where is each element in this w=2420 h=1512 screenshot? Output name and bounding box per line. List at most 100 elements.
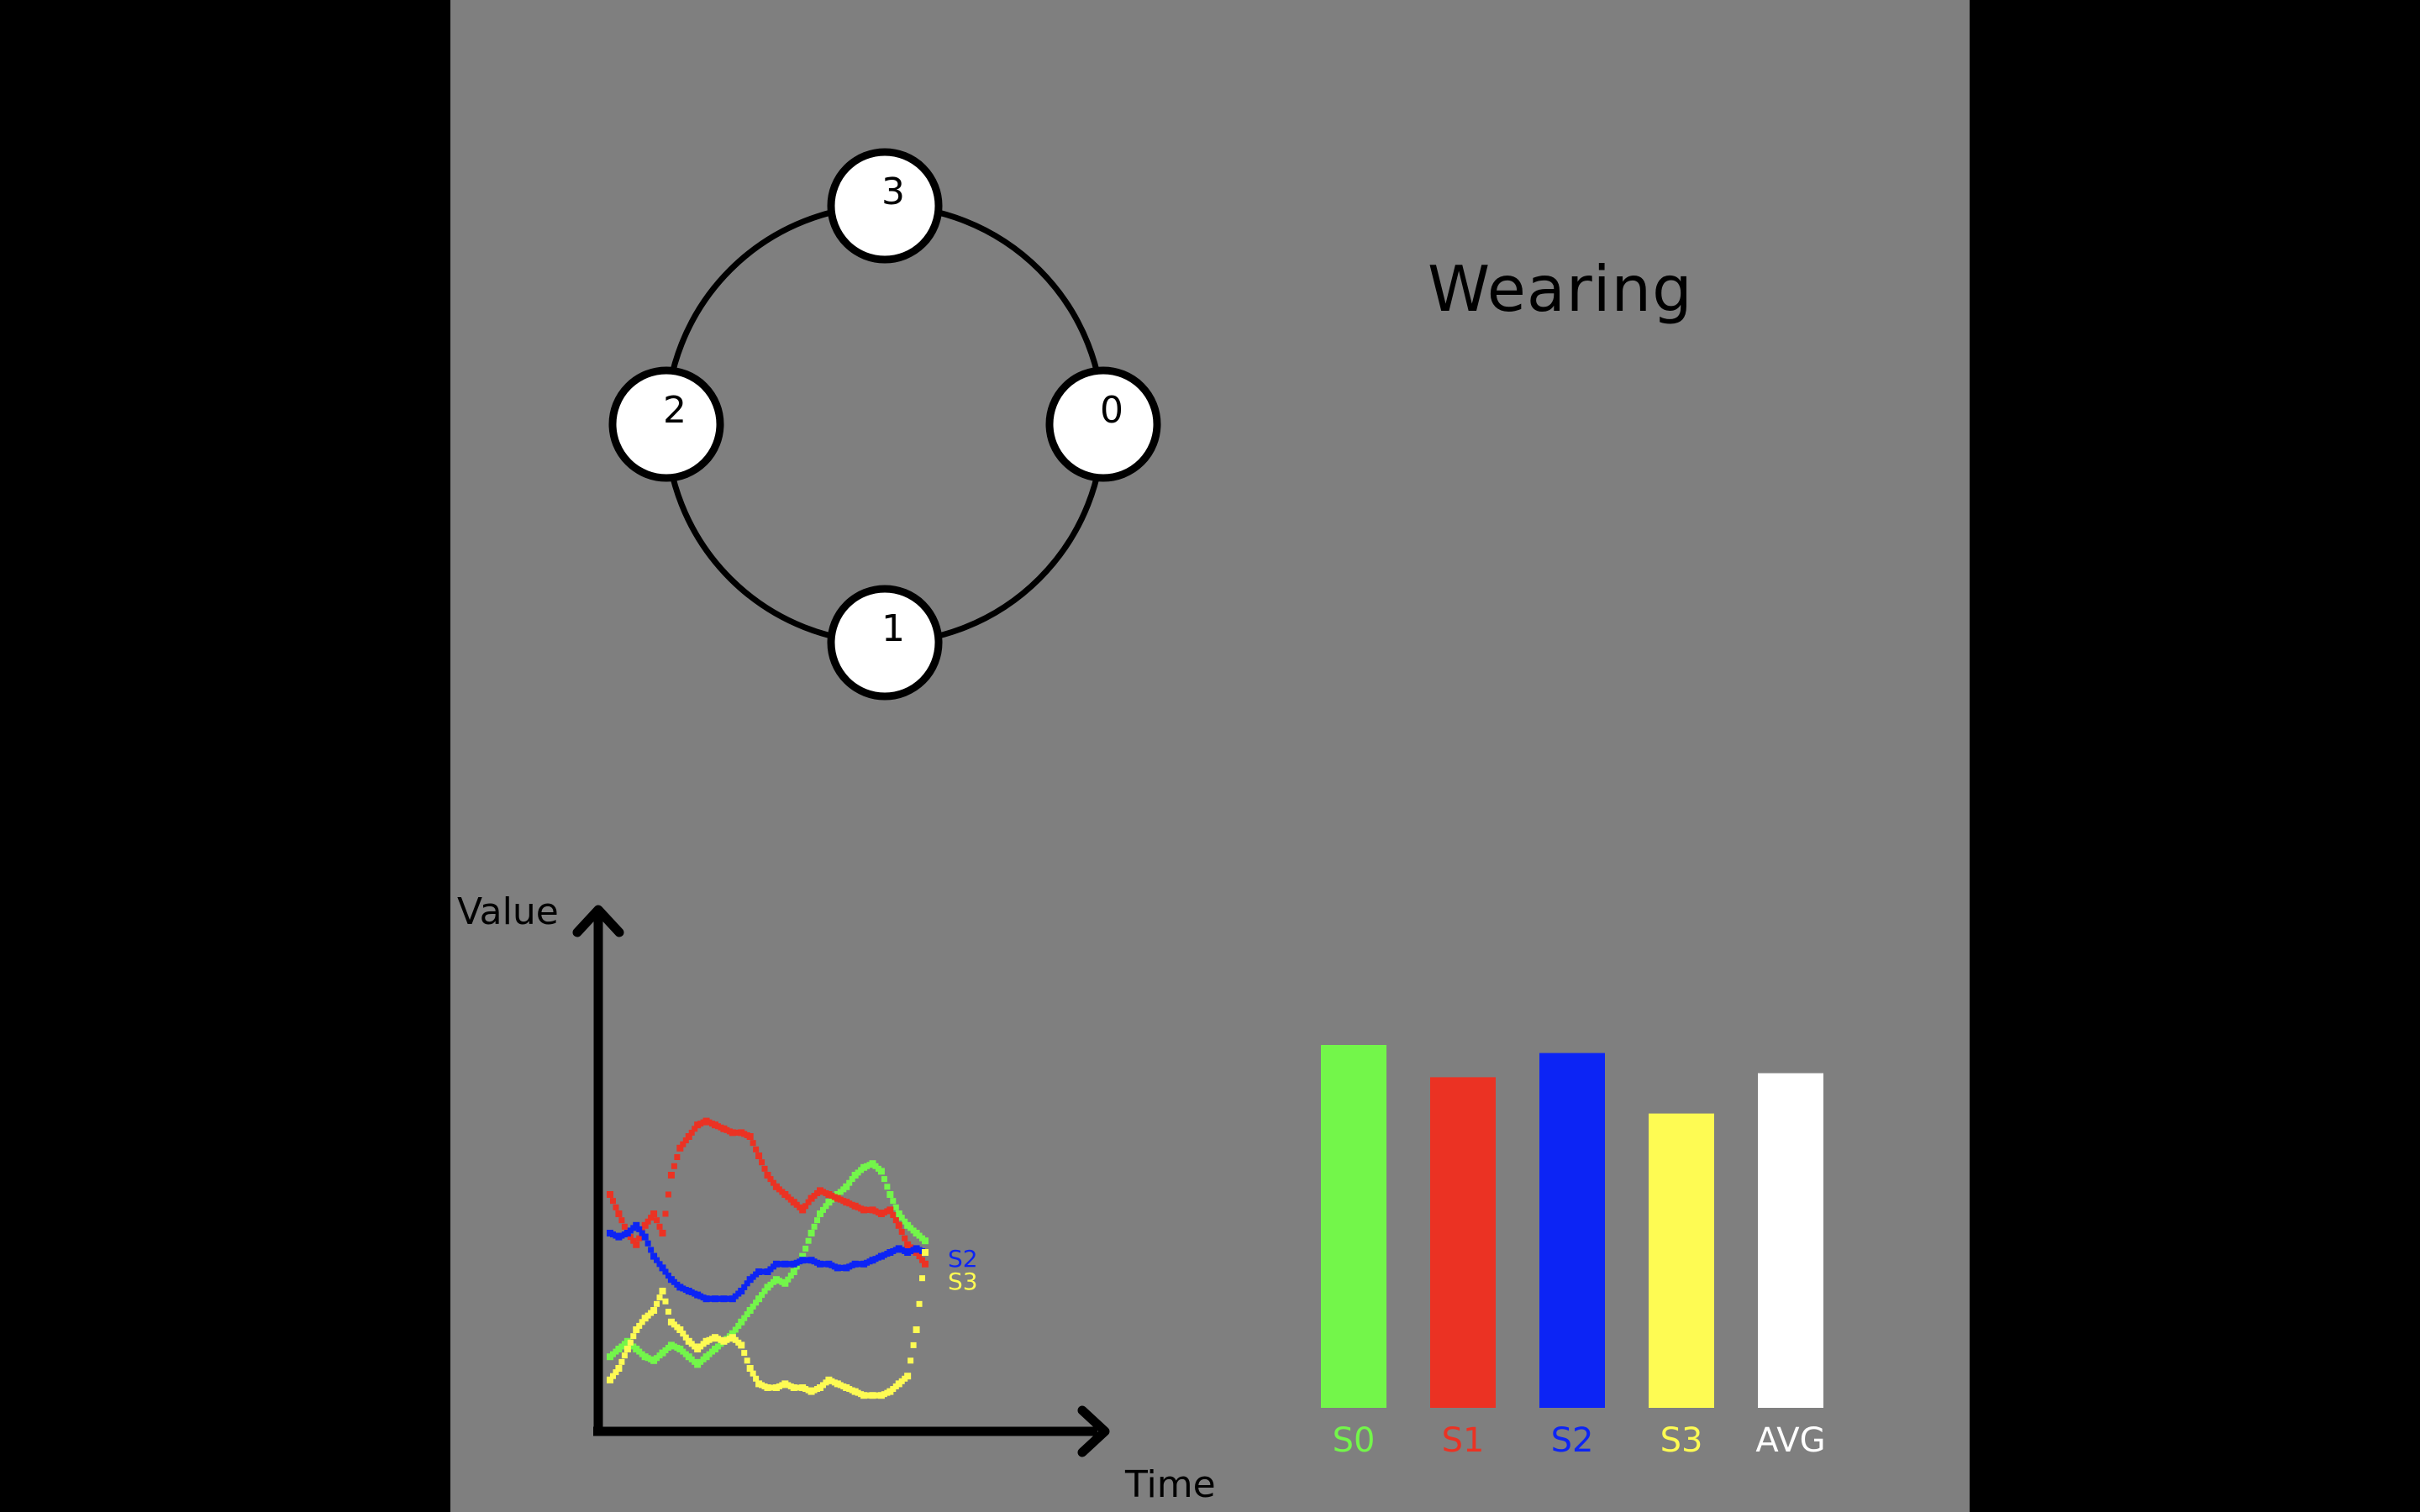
series-point xyxy=(759,1292,765,1299)
series-point xyxy=(676,1144,684,1152)
series-point xyxy=(744,1311,750,1318)
series-point xyxy=(692,1126,698,1132)
series-point xyxy=(761,1288,768,1294)
ring-node-0: 0 xyxy=(1045,366,1161,482)
series-point xyxy=(808,1230,815,1236)
series-point xyxy=(890,1212,897,1219)
series-point xyxy=(618,1217,625,1224)
series-point xyxy=(802,1203,809,1210)
series-point xyxy=(892,1204,899,1210)
series-point xyxy=(910,1341,917,1348)
series-point xyxy=(904,1373,912,1380)
series-point xyxy=(685,1133,692,1140)
series-point xyxy=(607,1376,613,1383)
series-point xyxy=(630,1333,637,1340)
series-end-label-S2: S2 xyxy=(948,1245,978,1273)
series-point xyxy=(884,1184,891,1190)
series-point xyxy=(802,1245,809,1252)
series-point xyxy=(615,1365,623,1372)
series-point xyxy=(644,1218,651,1225)
series-point xyxy=(877,1168,885,1175)
ring-node-2: 2 xyxy=(608,366,724,482)
ring-node-label: 0 xyxy=(1100,389,1123,432)
y-axis-label: Value xyxy=(457,890,559,933)
node-ring: 3 0 1 2 xyxy=(608,148,1161,701)
ring-circle xyxy=(663,202,1107,646)
series-point xyxy=(613,1369,619,1376)
series-point xyxy=(846,1179,853,1186)
series-point xyxy=(799,1206,807,1214)
series-point xyxy=(922,1237,929,1245)
series-point xyxy=(641,1233,649,1241)
series-point xyxy=(902,1218,908,1225)
series-point xyxy=(916,1300,923,1307)
series-point xyxy=(662,1268,669,1275)
series-point xyxy=(676,1326,684,1333)
series-point xyxy=(656,1223,663,1230)
series-point xyxy=(814,1217,821,1224)
series-point xyxy=(729,1330,736,1337)
series-point xyxy=(738,1288,745,1294)
series-point xyxy=(667,1172,675,1179)
series-point xyxy=(805,1237,812,1244)
series-end-label-S3: S3 xyxy=(948,1268,978,1295)
series-point xyxy=(755,1295,763,1303)
status-label: Wearing xyxy=(1428,252,1693,326)
series-point xyxy=(895,1210,902,1217)
series-point xyxy=(881,1176,887,1183)
ring-node-circle xyxy=(1045,366,1161,482)
series-point xyxy=(805,1199,812,1205)
series-point xyxy=(665,1273,671,1279)
series-point xyxy=(843,1183,850,1190)
series-point xyxy=(630,1237,637,1244)
series-point xyxy=(659,1288,666,1294)
series-point xyxy=(654,1257,660,1263)
series-point xyxy=(607,1191,613,1198)
series-point xyxy=(919,1257,926,1263)
series-point xyxy=(621,1223,628,1230)
series-point xyxy=(902,1235,908,1242)
series-point xyxy=(633,1221,640,1229)
ring-node-circle xyxy=(827,585,943,701)
series-point xyxy=(913,1326,920,1333)
ring-node-label: 2 xyxy=(663,389,687,432)
bar-AVG xyxy=(1758,1073,1823,1408)
series-point xyxy=(750,1303,756,1310)
series-point xyxy=(919,1275,926,1282)
series-point xyxy=(636,1226,643,1232)
bar-S0 xyxy=(1321,1045,1386,1408)
ring-node-label: 3 xyxy=(881,171,905,213)
series-point xyxy=(680,1331,687,1337)
series-point xyxy=(750,1370,756,1377)
series-point xyxy=(767,1176,774,1183)
bar-S3 xyxy=(1649,1113,1714,1408)
series-point xyxy=(627,1234,634,1241)
series-point xyxy=(656,1294,663,1301)
bar-S1 xyxy=(1430,1077,1496,1408)
series-point xyxy=(799,1252,807,1260)
series-point xyxy=(621,1352,628,1359)
series-S3 xyxy=(607,1249,929,1399)
bar-S2 xyxy=(1539,1053,1605,1408)
series-point xyxy=(618,1358,625,1365)
series-point xyxy=(648,1215,655,1221)
series-point xyxy=(895,1221,902,1229)
series-S0 xyxy=(607,1160,929,1368)
series-point xyxy=(665,1191,671,1198)
series-point xyxy=(922,1260,929,1268)
series-point xyxy=(759,1159,765,1166)
series-S2 xyxy=(607,1221,929,1303)
series-point xyxy=(753,1146,760,1152)
series-point xyxy=(639,1319,645,1326)
series-point xyxy=(636,1322,643,1329)
series-point xyxy=(688,1129,695,1136)
series-point xyxy=(659,1230,666,1236)
bar-chart: S0 S1 S2 S3 AVG xyxy=(1321,1045,1826,1460)
series-point xyxy=(741,1284,748,1290)
series-point xyxy=(746,1307,754,1314)
series-point xyxy=(609,1373,616,1379)
bar-label-S3: S3 xyxy=(1660,1421,1703,1460)
ring-node-1: 1 xyxy=(827,585,943,701)
series-point xyxy=(636,1235,643,1242)
series-point xyxy=(654,1300,660,1307)
